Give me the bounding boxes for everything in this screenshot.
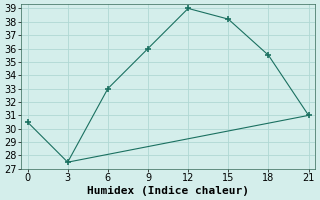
X-axis label: Humidex (Indice chaleur): Humidex (Indice chaleur) xyxy=(87,186,249,196)
